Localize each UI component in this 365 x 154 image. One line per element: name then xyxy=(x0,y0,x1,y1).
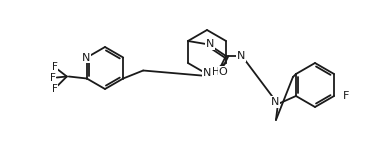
Text: F: F xyxy=(50,73,56,83)
Text: O: O xyxy=(219,67,227,77)
Text: N: N xyxy=(237,51,245,61)
Text: N: N xyxy=(271,97,279,107)
Text: N: N xyxy=(203,68,211,78)
Text: F: F xyxy=(52,61,58,71)
Text: N: N xyxy=(82,53,90,63)
Text: F: F xyxy=(343,91,349,101)
Text: F: F xyxy=(52,83,58,93)
Text: H: H xyxy=(212,67,220,77)
Text: N: N xyxy=(206,39,214,49)
